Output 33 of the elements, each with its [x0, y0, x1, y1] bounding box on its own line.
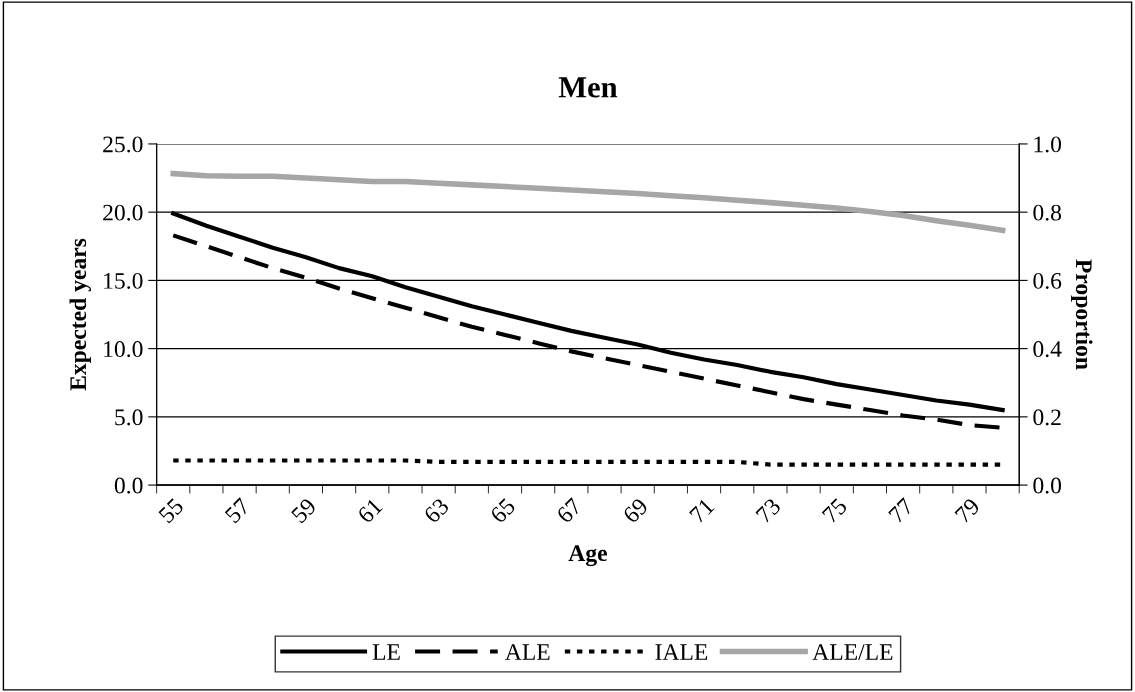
- y2-tick-label: 0.6: [1033, 272, 1062, 289]
- x-tick-label: 55: [158, 497, 185, 524]
- x-axis-title: Age: [568, 545, 607, 567]
- x-tick-label: 65: [489, 497, 517, 524]
- y-tick-label: 10.0: [104, 341, 143, 358]
- y2-tick-label: 0.4: [1033, 341, 1062, 358]
- chart-title: Men: [558, 77, 618, 98]
- x-tick-label: 61: [356, 497, 384, 524]
- x-tick-label: 59: [290, 497, 317, 524]
- legend-label: ALE: [505, 644, 550, 660]
- y2-tick-label: 1.0: [1034, 136, 1062, 153]
- x-tick-label: 77: [888, 497, 915, 524]
- legend-label: IALE: [655, 644, 708, 660]
- x-tick-label: 79: [954, 497, 981, 524]
- x-tick-label: 63: [423, 497, 450, 524]
- x-tick-label: 69: [622, 497, 649, 524]
- x-tick-label: 75: [821, 497, 848, 524]
- y2-tick-label: 0.0: [1033, 477, 1062, 494]
- y2-tick-label: 0.8: [1033, 204, 1062, 221]
- y2-axis-title: Proportion: [1071, 259, 1093, 370]
- legend-label: ALE/LE: [812, 644, 893, 661]
- x-tick-label: 57: [224, 497, 251, 524]
- y2-tick-label: 0.2: [1033, 409, 1061, 426]
- x-tick-label: 71: [689, 497, 715, 524]
- y-tick-label: 15.0: [104, 272, 143, 289]
- legend-label: LE: [372, 644, 400, 660]
- x-tick-label: 67: [555, 497, 583, 524]
- y-axis-title: Expected years: [69, 238, 92, 391]
- x-tick-label: 73: [755, 497, 782, 524]
- y-tick-label: 20.0: [103, 204, 143, 221]
- y-tick-label: 25.0: [103, 136, 143, 153]
- y-tick-label: 5.0: [115, 409, 143, 426]
- y-tick-label: 0.0: [114, 477, 143, 494]
